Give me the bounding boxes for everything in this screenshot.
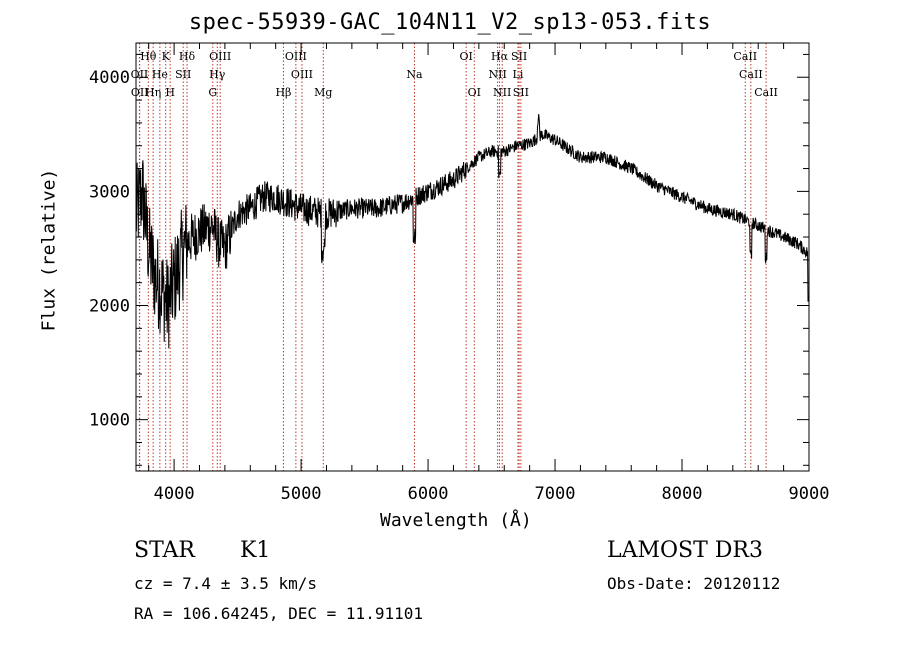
x-tick-label: 8000 [662,484,703,504]
object-class: STAR [134,538,195,563]
line-marker-label: NII [488,68,506,81]
survey-name: LAMOST DR3 [607,538,763,563]
line-marker-label: Mg [314,86,332,99]
line-marker-label: CaII [739,68,763,81]
line-marker-label: OII [131,86,149,99]
x-tick-label: 7000 [535,484,576,504]
x-tick-label: 4000 [154,484,195,504]
line-marker-label: OI [459,50,472,63]
line-marker-label: NII [493,86,511,99]
y-tick-label: 1000 [89,411,130,431]
line-marker-label: Na [406,68,423,81]
line-marker-label: SII [511,50,527,63]
line-marker-label: OIII [285,50,307,63]
y-tick-label: 2000 [89,297,130,317]
line-marker-label: CaII [754,86,778,99]
line-marker-label: Hδ [179,50,196,63]
spectrum-line [135,113,810,349]
chart-title: spec-55939-GAC_104N11_V2_sp13-053.fits [188,10,712,35]
line-marker-label: OIII [291,68,313,81]
line-marker-label: Hγ [209,68,226,81]
line-marker-label: OII [131,68,149,81]
line-marker-label: G [208,86,217,99]
line-marker-label: SII [175,68,191,81]
sky-coordinates: RA = 106.64245, DEC = 11.91101 [134,604,423,623]
line-marker-label: CaII [733,50,757,63]
line-marker-label: Hθ [140,50,157,63]
x-axis-label: Wavelength (Å) [380,510,532,531]
x-tick-label: 9000 [789,484,830,504]
line-marker-label: Hη [145,86,161,99]
line-marker-label: OIII [209,50,231,63]
line-marker-label: Li [513,68,524,81]
plot-frame [135,42,810,472]
x-tick-label: 6000 [408,484,449,504]
y-tick-label: 3000 [89,182,130,202]
redshift-cz: cz = 7.4 ± 3.5 km/s [134,574,318,593]
observation-date: Obs-Date: 20120112 [607,574,781,593]
line-marker-label: H [165,86,175,99]
y-tick-label: 4000 [89,68,130,88]
line-marker-label: K [162,50,171,63]
x-tick-label: 5000 [281,484,322,504]
line-marker-label: OI [468,86,481,99]
y-axis-label: Flux (relative) [38,168,60,332]
line-marker-label: Hα [491,50,509,63]
line-marker-label: Hβ [275,86,291,99]
object-subclass: K1 [240,538,271,563]
line-marker-label: SII [513,86,529,99]
line-marker-label: He [152,68,168,81]
